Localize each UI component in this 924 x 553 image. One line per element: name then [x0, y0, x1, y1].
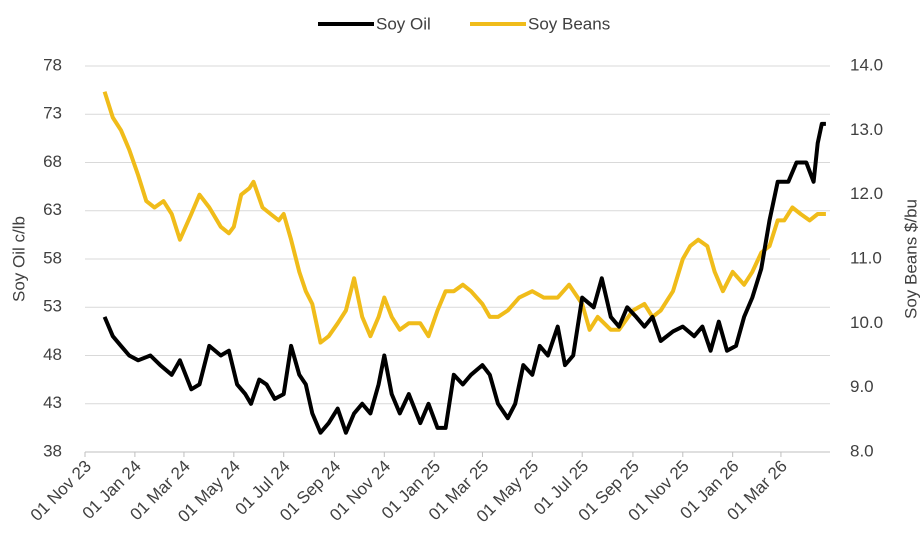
y2-tick-label: 13.0 — [850, 120, 883, 139]
y2-tick-label: 10.0 — [850, 313, 883, 332]
legend-label: Soy Oil — [376, 14, 431, 33]
y-tick-label: 68 — [43, 152, 62, 171]
y-tick-label: 73 — [43, 104, 62, 123]
y2-tick-label: 11.0 — [850, 248, 882, 267]
y-tick-label: 43 — [43, 393, 62, 412]
y2-tick-label: 14.0 — [850, 55, 883, 74]
series-line — [102, 91, 826, 345]
y-tick-label: 58 — [43, 248, 62, 267]
y2-tick-label: 9.0 — [850, 377, 874, 396]
y2-tick-label: 8.0 — [850, 441, 874, 460]
y-tick-label: 78 — [43, 55, 62, 74]
series-line — [102, 121, 826, 435]
y2-axis-label: Soy Beans $/bu — [901, 199, 920, 319]
y2-tick-label: 12.0 — [850, 184, 883, 203]
y-tick-label: 38 — [43, 441, 62, 460]
y-tick-label: 48 — [43, 345, 62, 364]
y-tick-label: 63 — [43, 200, 62, 219]
y-axis-label: Soy Oil c/lb — [9, 216, 28, 302]
legend-label: Soy Beans — [528, 14, 610, 33]
y-tick-label: 53 — [43, 297, 62, 316]
